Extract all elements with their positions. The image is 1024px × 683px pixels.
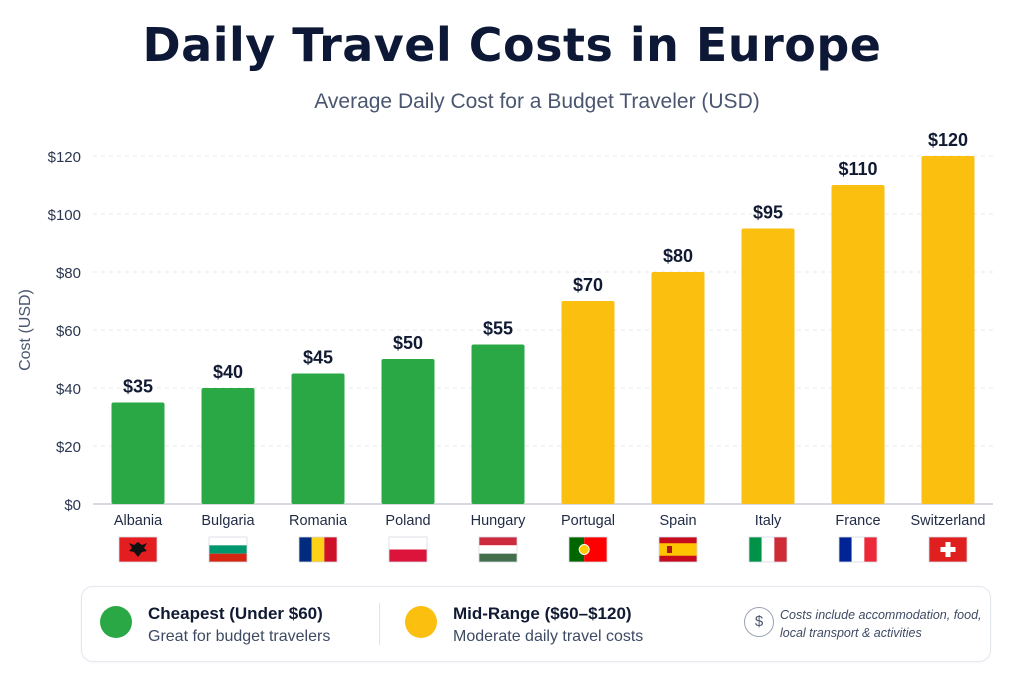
green-circle-icon: [100, 606, 132, 638]
switzerland-flag-icon: [928, 536, 968, 563]
x-tick-label: Hungary: [471, 513, 527, 529]
y-axis-label: Cost (USD): [17, 289, 34, 371]
data-label: $50: [393, 333, 423, 353]
y-tick-label: $0: [64, 497, 81, 514]
bar-poland: [381, 359, 435, 504]
y-tick-label: $60: [56, 323, 81, 340]
data-label: $80: [663, 246, 693, 266]
bar-bulgaria: [201, 388, 255, 504]
x-tick-label: France: [835, 513, 880, 529]
bar-france: [831, 185, 885, 504]
y-tick-label: $100: [48, 207, 81, 224]
poland-flag-icon: [388, 536, 428, 563]
x-tick-label: Romania: [289, 513, 348, 529]
x-tick-label: Italy: [755, 513, 782, 529]
x-tick-label: Portugal: [561, 513, 615, 529]
france-flag-icon: [838, 536, 878, 563]
bar-spain: [651, 272, 705, 504]
bar-romania: [291, 373, 345, 504]
data-label: $45: [303, 348, 333, 368]
x-tick-label: Spain: [659, 513, 696, 529]
chart-subtitle: Average Daily Cost for a Budget Traveler…: [314, 90, 760, 113]
italy-flag-icon: [748, 536, 788, 563]
data-label: $95: [753, 203, 783, 223]
portugal-flag-icon: [568, 536, 608, 563]
bar-switzerland: [921, 156, 975, 504]
bar-chart: $0 $20 $40 $60 $80 $100 $120 Cost (USD) $35 Alban…: [17, 130, 993, 563]
legend-mid-range-desc: Moderate daily travel costs: [453, 628, 644, 645]
y-tick-label: $80: [56, 265, 81, 282]
romania-flag-icon: [298, 536, 338, 563]
bar-hungary: [471, 344, 525, 504]
data-label: $120: [928, 130, 968, 150]
bar-portugal: [561, 301, 615, 504]
x-tick-label: Switzerland: [911, 513, 986, 529]
bar-albania: [111, 402, 165, 504]
legend-cheapest-label: Cheapest (Under $60): [148, 604, 323, 623]
bar-italy: [741, 228, 795, 504]
spain-flag-icon: [658, 536, 698, 563]
x-tick-label: Poland: [385, 513, 430, 529]
chart-title: Daily Travel Costs in Europe: [142, 18, 882, 72]
legend: Cheapest (Under $60) Great for budget tr…: [81, 586, 991, 662]
bulgaria-flag-icon: [208, 536, 248, 563]
legend-divider: [379, 603, 380, 645]
data-label: $55: [483, 319, 513, 339]
data-label: $40: [213, 362, 243, 382]
legend-mid-range-label: Mid-Range ($60–$120): [453, 604, 632, 623]
dollar-icon: $: [744, 607, 774, 637]
data-label: $110: [838, 159, 877, 179]
hungary-flag-icon: [478, 536, 518, 563]
y-tick-label: $20: [56, 439, 81, 456]
legend-cheapest-desc: Great for budget travelers: [148, 628, 331, 645]
x-tick-label: Albania: [114, 513, 163, 529]
albania-flag-icon: [118, 536, 158, 563]
x-tick-label: Bulgaria: [201, 513, 255, 529]
data-label: $35: [123, 377, 153, 397]
y-tick-label: $120: [48, 149, 81, 166]
data-label: $70: [573, 275, 603, 295]
yellow-circle-icon: [405, 606, 437, 638]
cost-note: Costs include accommodation, food, local…: [780, 608, 982, 640]
y-tick-label: $40: [56, 381, 81, 398]
